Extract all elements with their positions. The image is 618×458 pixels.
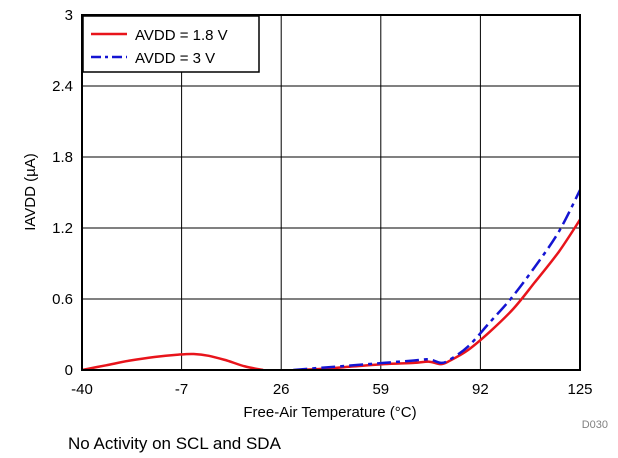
x-tick-label: -40 [71, 381, 93, 398]
y-axis-title: IAVDD (µA) [22, 153, 39, 231]
plot-frame [81, 14, 581, 371]
grid-lines [82, 15, 580, 370]
x-axis-ticks: -40 -7 26 59 92 125 [71, 381, 592, 398]
x-axis-title: Free-Air Temperature (°C) [243, 404, 416, 421]
y-tick-label: 0 [65, 362, 73, 379]
y-tick-label: 2.4 [52, 78, 73, 95]
series-line-2 [293, 189, 580, 370]
y-tick-label: 1.8 [52, 149, 73, 166]
legend: AVDD = 1.8 V AVDD = 3 V [82, 15, 260, 73]
x-tick-label: 26 [273, 381, 290, 398]
y-tick-label: 3 [65, 7, 73, 24]
x-tick-label: -7 [175, 381, 188, 398]
legend-label-series-1: AVDD = 1.8 V [135, 27, 228, 44]
y-tick-label: 0.6 [52, 291, 73, 308]
figure-id: D030 [582, 419, 608, 431]
series-line-1 [82, 352, 264, 370]
x-tick-label: 59 [372, 381, 389, 398]
x-tick-label: 125 [567, 381, 592, 398]
x-tick-label: 92 [472, 381, 489, 398]
y-axis-ticks: 0 0.6 1.2 1.8 2.4 3 [52, 7, 73, 379]
legend-label-series-2: AVDD = 3 V [135, 50, 215, 67]
legend-box [82, 15, 260, 73]
y-tick-label: 1.2 [52, 220, 73, 237]
chart-caption: No Activity on SCL and SDA [68, 434, 281, 453]
data-series [82, 189, 580, 370]
series-line-1 [299, 219, 580, 370]
